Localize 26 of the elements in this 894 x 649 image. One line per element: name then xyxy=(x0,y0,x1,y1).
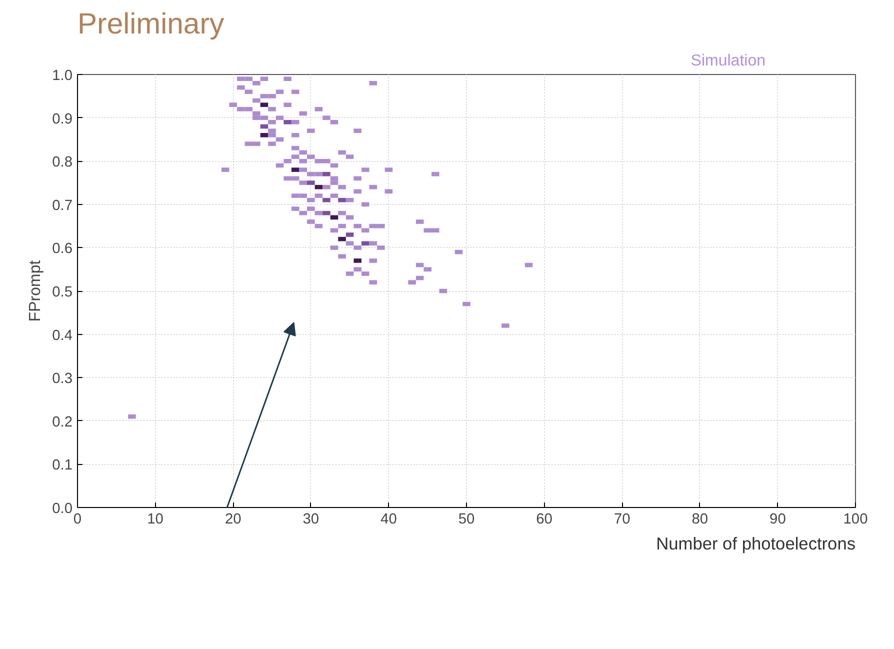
x-tick-label: 30 xyxy=(302,512,320,528)
x-tick-label: 80 xyxy=(692,512,708,528)
y-tick-label: 0.3 xyxy=(52,371,72,388)
y-tick-label: 1.0 xyxy=(52,68,72,84)
y-tick-label: 0.8 xyxy=(52,154,72,171)
x-tick-label: 100 xyxy=(843,512,868,528)
x-tick-label: 0 xyxy=(73,512,82,528)
y-tick-label: 0.0 xyxy=(52,501,72,517)
y-tick-label: 0.7 xyxy=(52,198,72,214)
y-tick-label: 0.9 xyxy=(52,111,72,128)
x-tick-label: 70 xyxy=(614,512,630,528)
chart-title: Preliminary xyxy=(78,8,225,40)
x-tick-label: 40 xyxy=(380,512,397,528)
y-tick-label: 0.1 xyxy=(52,458,72,474)
x-tick-label: 50 xyxy=(458,512,475,528)
y-tick-label: 0.4 xyxy=(52,328,72,344)
text: Simulation xyxy=(690,52,766,70)
x-tick-label: 60 xyxy=(536,512,552,528)
x-tick-label: 20 xyxy=(224,512,242,528)
y-tick-label: 0.6 xyxy=(52,241,72,258)
y-axis-title: FPrompt xyxy=(27,260,44,322)
x-tick-label: 90 xyxy=(770,512,786,528)
x-tick-label: 10 xyxy=(147,512,164,528)
x-axis-title: Number of photoelectrons xyxy=(656,534,856,554)
y-tick-label: 0.2 xyxy=(52,414,72,430)
y-tick-label: 0.5 xyxy=(52,284,72,300)
